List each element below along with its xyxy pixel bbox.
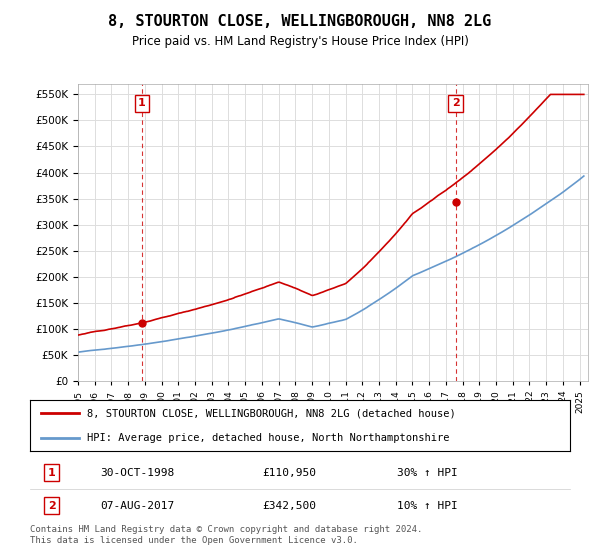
Text: 30-OCT-1998: 30-OCT-1998 <box>100 468 175 478</box>
Text: Contains HM Land Registry data © Crown copyright and database right 2024.
This d: Contains HM Land Registry data © Crown c… <box>30 525 422 545</box>
Text: Price paid vs. HM Land Registry's House Price Index (HPI): Price paid vs. HM Land Registry's House … <box>131 35 469 48</box>
Text: 07-AUG-2017: 07-AUG-2017 <box>100 501 175 511</box>
Text: 2: 2 <box>48 501 55 511</box>
Text: 8, STOURTON CLOSE, WELLINGBOROUGH, NN8 2LG: 8, STOURTON CLOSE, WELLINGBOROUGH, NN8 2… <box>109 14 491 29</box>
Text: 30% ↑ HPI: 30% ↑ HPI <box>397 468 458 478</box>
Text: £110,950: £110,950 <box>262 468 316 478</box>
Text: 10% ↑ HPI: 10% ↑ HPI <box>397 501 458 511</box>
Text: HPI: Average price, detached house, North Northamptonshire: HPI: Average price, detached house, Nort… <box>86 433 449 443</box>
Text: £342,500: £342,500 <box>262 501 316 511</box>
Text: 1: 1 <box>48 468 55 478</box>
Text: 2: 2 <box>452 99 460 108</box>
Text: 1: 1 <box>138 99 146 108</box>
Text: 8, STOURTON CLOSE, WELLINGBOROUGH, NN8 2LG (detached house): 8, STOURTON CLOSE, WELLINGBOROUGH, NN8 2… <box>86 408 455 418</box>
